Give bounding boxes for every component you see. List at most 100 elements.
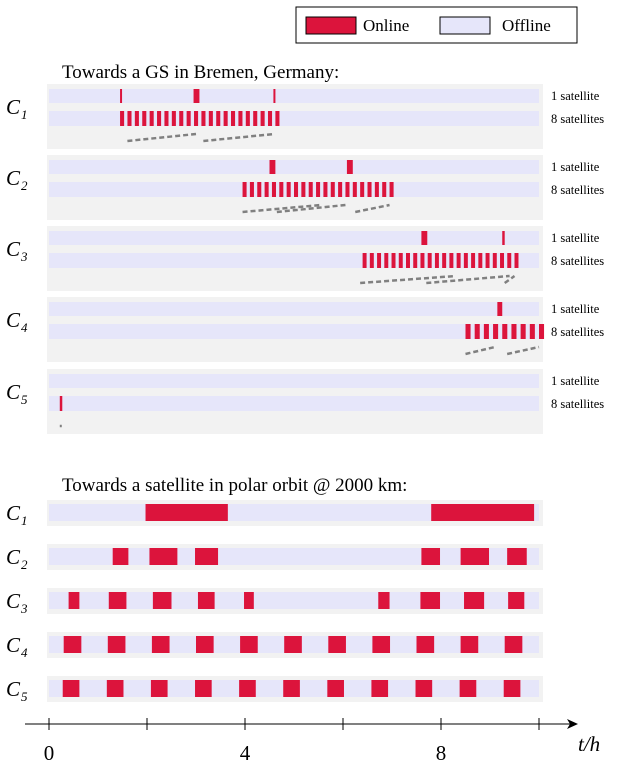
- gs-multi-online-segment: [520, 324, 526, 339]
- polar-online-segment: [504, 636, 523, 653]
- gs-multi-online-segment: [362, 253, 367, 268]
- polar-online-segment: [421, 548, 441, 565]
- polar-group-3: C3: [6, 588, 543, 616]
- polar-group-label: C1: [6, 501, 28, 528]
- gs-multi-online-segment: [208, 111, 213, 126]
- gs-handover-dash: [426, 274, 510, 285]
- polar-online-segment: [507, 548, 527, 565]
- gs-multi-online-segment: [471, 253, 476, 268]
- polar-group-label-letter: C: [6, 589, 21, 613]
- gs-group-label: C4: [6, 308, 28, 335]
- polar-online-segment: [328, 636, 346, 653]
- polar-online-segment: [459, 680, 477, 697]
- gs-multi-online-segment: [127, 111, 132, 126]
- gs-group-label-letter: C: [6, 166, 21, 190]
- gs-multi-online-segment: [245, 111, 250, 126]
- polar-online-segment: [508, 592, 525, 609]
- gs-multi-online-segment: [149, 111, 154, 126]
- gs-multi-online-segment: [59, 396, 63, 411]
- polar-group-label-index: 4: [21, 645, 28, 660]
- polar-online-segment: [378, 592, 390, 609]
- gs-row-multi-label: 8 satellites: [551, 325, 604, 339]
- gs-multi-online-segment: [231, 111, 236, 126]
- gs-group-label: C1: [6, 95, 28, 122]
- gs-row-single-bar: [49, 231, 539, 245]
- gs-multi-online-segment: [194, 111, 199, 126]
- gs-multi-online-segment: [179, 111, 184, 126]
- gs-multi-online-segment: [478, 253, 483, 268]
- gs-multi-online-segment: [267, 111, 273, 126]
- gs-multi-online-segment: [238, 111, 243, 126]
- legend-online-label: Online: [363, 16, 409, 35]
- gs-group-label-index: 5: [21, 392, 28, 407]
- gs-multi-online-segment: [279, 182, 284, 197]
- polar-online-segment: [106, 680, 124, 697]
- gs-multi-online-segment: [367, 182, 372, 197]
- gs-multi-online-segment: [391, 253, 396, 268]
- polar-online-segment: [150, 680, 168, 697]
- polar-online-segment: [62, 680, 80, 697]
- legend-offline-label: Offline: [502, 16, 551, 35]
- section-title-gs: Towards a GS in Bremen, Germany:: [62, 62, 339, 83]
- gs-single-online-segment: [120, 89, 123, 103]
- gs-multi-online-segment: [352, 182, 357, 197]
- gs-single-online-segment: [502, 231, 505, 245]
- gs-row-single-label: 1 satellite: [551, 302, 600, 316]
- gs-group-label: C3: [6, 237, 28, 264]
- gs-group-label: C2: [6, 166, 28, 193]
- gs-multi-online-segment: [465, 324, 471, 339]
- gs-multi-online-segment: [456, 253, 461, 268]
- gs-multi-online-segment: [382, 182, 387, 197]
- gs-group-2: C2 1 satellite 8 satellites: [6, 155, 604, 220]
- gs-single-online-segment: [497, 302, 503, 316]
- gs-row-single-label: 1 satellite: [551, 160, 600, 174]
- gs-multi-online-segment: [134, 111, 139, 126]
- gs-multi-online-segment: [264, 182, 269, 197]
- gs-group-label-letter: C: [6, 95, 21, 119]
- gs-handover-dash: [242, 203, 322, 214]
- polar-group-label: C4: [6, 633, 28, 660]
- polar-online-segment: [151, 636, 170, 653]
- gs-multi-online-segment: [511, 324, 517, 339]
- gs-row-single-bar: [49, 374, 539, 388]
- gs-multi-online-segment: [483, 324, 489, 339]
- gs-multi-online-segment: [442, 253, 447, 268]
- gs-single-online-segment: [273, 89, 276, 103]
- polar-group-label: C3: [6, 589, 28, 616]
- polar-group-label-letter: C: [6, 677, 21, 701]
- gs-multi-online-segment: [338, 182, 343, 197]
- gs-multi-online-segment: [260, 111, 265, 126]
- polar-online-segment: [68, 592, 80, 609]
- gs-multi-online-segment: [142, 111, 147, 126]
- gs-group-label-letter: C: [6, 237, 21, 261]
- polar-group-4: C4: [6, 632, 543, 660]
- gs-row-multi-label: 8 satellites: [551, 112, 604, 126]
- gs-multi-online-segment: [253, 111, 258, 126]
- gs-multi-online-segment: [301, 182, 306, 197]
- polar-group-label-letter: C: [6, 633, 21, 657]
- gs-multi-online-segment: [514, 253, 519, 268]
- polar-online-segment: [244, 592, 254, 609]
- polar-online-segment: [240, 636, 258, 653]
- gs-multi-online-segment: [493, 324, 499, 339]
- gs-handover-dash: [503, 274, 516, 285]
- gs-multi-online-segment: [242, 182, 247, 197]
- gs-group-1: C1 1 satellite 8 satellites: [6, 84, 604, 149]
- gs-multi-online-segment: [316, 182, 321, 197]
- polar-online-segment: [239, 680, 256, 697]
- gs-multi-online-segment: [500, 253, 505, 268]
- gs-row-single-label: 1 satellite: [551, 231, 600, 245]
- polar-online-segment: [145, 504, 228, 521]
- x-axis: 0 4 8 t/h: [25, 718, 600, 764]
- gs-single-online-segment: [269, 160, 276, 174]
- polar-group-label-index: 5: [21, 689, 28, 704]
- polar-group-label: C2: [6, 545, 28, 572]
- polar-online-segment: [195, 548, 219, 565]
- gs-handover-dash: [465, 345, 496, 356]
- gs-multi-online-segment: [216, 111, 221, 126]
- gs-multi-online-segment: [463, 253, 468, 268]
- gs-multi-online-segment: [257, 182, 262, 197]
- polar-online-segment: [195, 680, 212, 697]
- gs-multi-online-segment: [308, 182, 313, 197]
